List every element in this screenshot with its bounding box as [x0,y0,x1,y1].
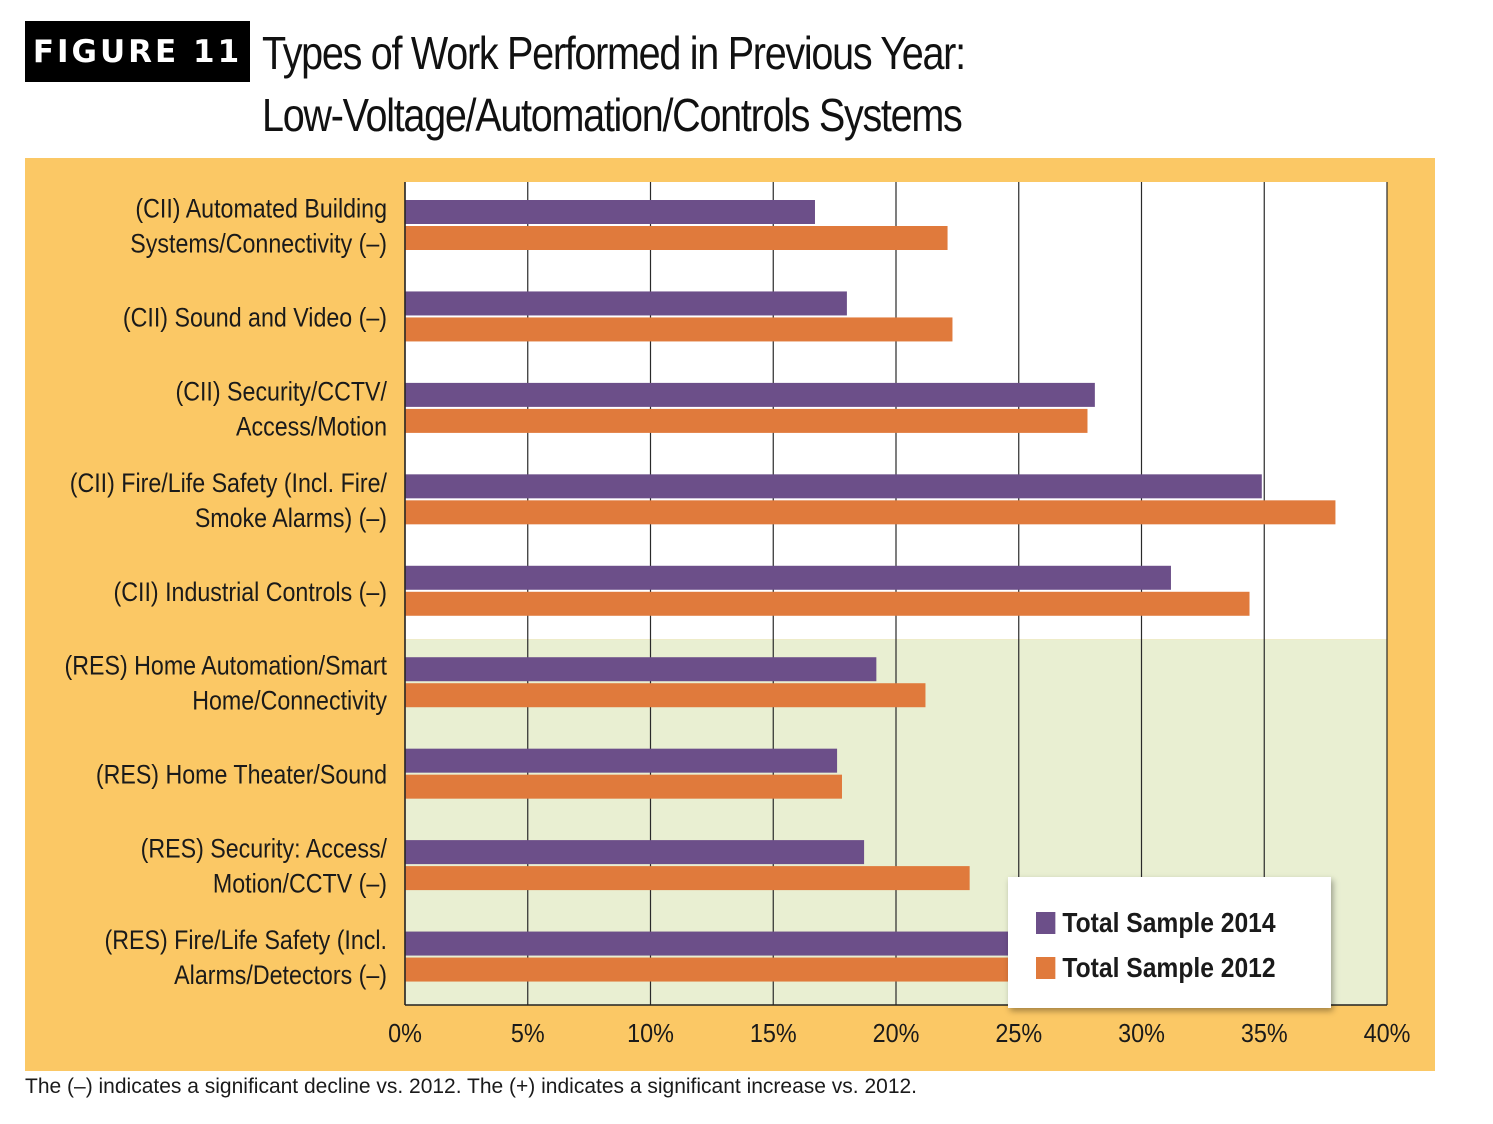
bar-2014 [405,565,1171,590]
category-label: (RES) Fire/Life Safety (Incl. [105,925,387,955]
bar-2014 [405,291,847,316]
category-label: Home/Connectivity [192,686,387,716]
x-tick-label: 30% [1118,1020,1165,1048]
legend-item-2012: Total Sample 2012 [1036,952,1276,984]
bar-2014 [405,474,1262,499]
legend-swatch-2014 [1036,912,1056,934]
title-line-1: Types of Work Performed in Previous Year… [262,27,966,79]
footnote: The (–) indicates a significant decline … [25,1075,918,1098]
bar-2012 [405,226,948,250]
category-label: (RES) Home Automation/Smart [65,651,387,681]
x-tick-label: 0% [388,1020,422,1048]
category-label: (RES) Security: Access/ [141,834,387,864]
legend-swatch-2012 [1036,957,1056,979]
legend-label-2012: Total Sample 2012 [1062,952,1276,983]
bar-2014 [405,748,838,773]
x-tick-label: 15% [750,1020,797,1048]
x-tick-label: 20% [873,1020,920,1048]
category-label: Systems/Connectivity (–) [130,229,387,259]
bar-2012 [405,317,953,342]
category-label: (CII) Sound and Video (–) [123,303,387,333]
category-label: (CII) Automated Building [135,194,387,224]
bar-2012 [405,774,842,799]
bar-2012 [405,866,970,891]
title-line-2: Low-Voltage/Automation/Controls Systems [262,89,963,141]
legend-item-2014: Total Sample 2014 [1036,907,1276,939]
category-label: (RES) Home Theater/Sound [96,760,387,790]
page-title: Types of Work Performed in Previous Year… [262,22,966,146]
bar-chart: 0% 5% 10% 15% 20% 25% 30% 35% 40% (CII) Automated… [65,182,1411,1048]
x-tick-label: 10% [627,1020,674,1048]
bar-2012 [405,683,926,708]
chart-panel: 0% 5% 10% 15% 20% 25% 30% 35% 40% (CII) Automated… [25,158,1435,1071]
x-tick-label: 25% [995,1020,1042,1048]
x-tick-label: 35% [1241,1020,1288,1048]
bar-2014 [405,382,1095,407]
x-tick-label: 5% [511,1020,545,1048]
x-tick-label: 40% [1364,1020,1411,1048]
chart-legend: Total Sample 2014 Total Sample 2012 [1008,877,1331,1008]
bar-2012 [405,408,1088,433]
category-label: Alarms/Detectors (–) [174,960,387,990]
bar-2014 [405,657,877,682]
category-label: (CII) Industrial Controls (–) [114,577,387,607]
category-label: (CII) Security/CCTV/ [175,377,387,407]
category-label: (CII) Fire/Life Safety (Incl. Fire/ [70,468,387,498]
legend-label-2014: Total Sample 2014 [1062,907,1276,938]
category-label: Motion/CCTV (–) [213,869,387,899]
bar-2012 [405,591,1250,616]
bar-2014 [405,840,865,865]
bar-2014 [405,200,815,224]
bar-2012 [405,500,1336,525]
category-label: Access/Motion [236,412,387,442]
category-label: Smoke Alarms) (–) [195,503,387,533]
figure-label: FIGURE 11 [25,21,250,82]
